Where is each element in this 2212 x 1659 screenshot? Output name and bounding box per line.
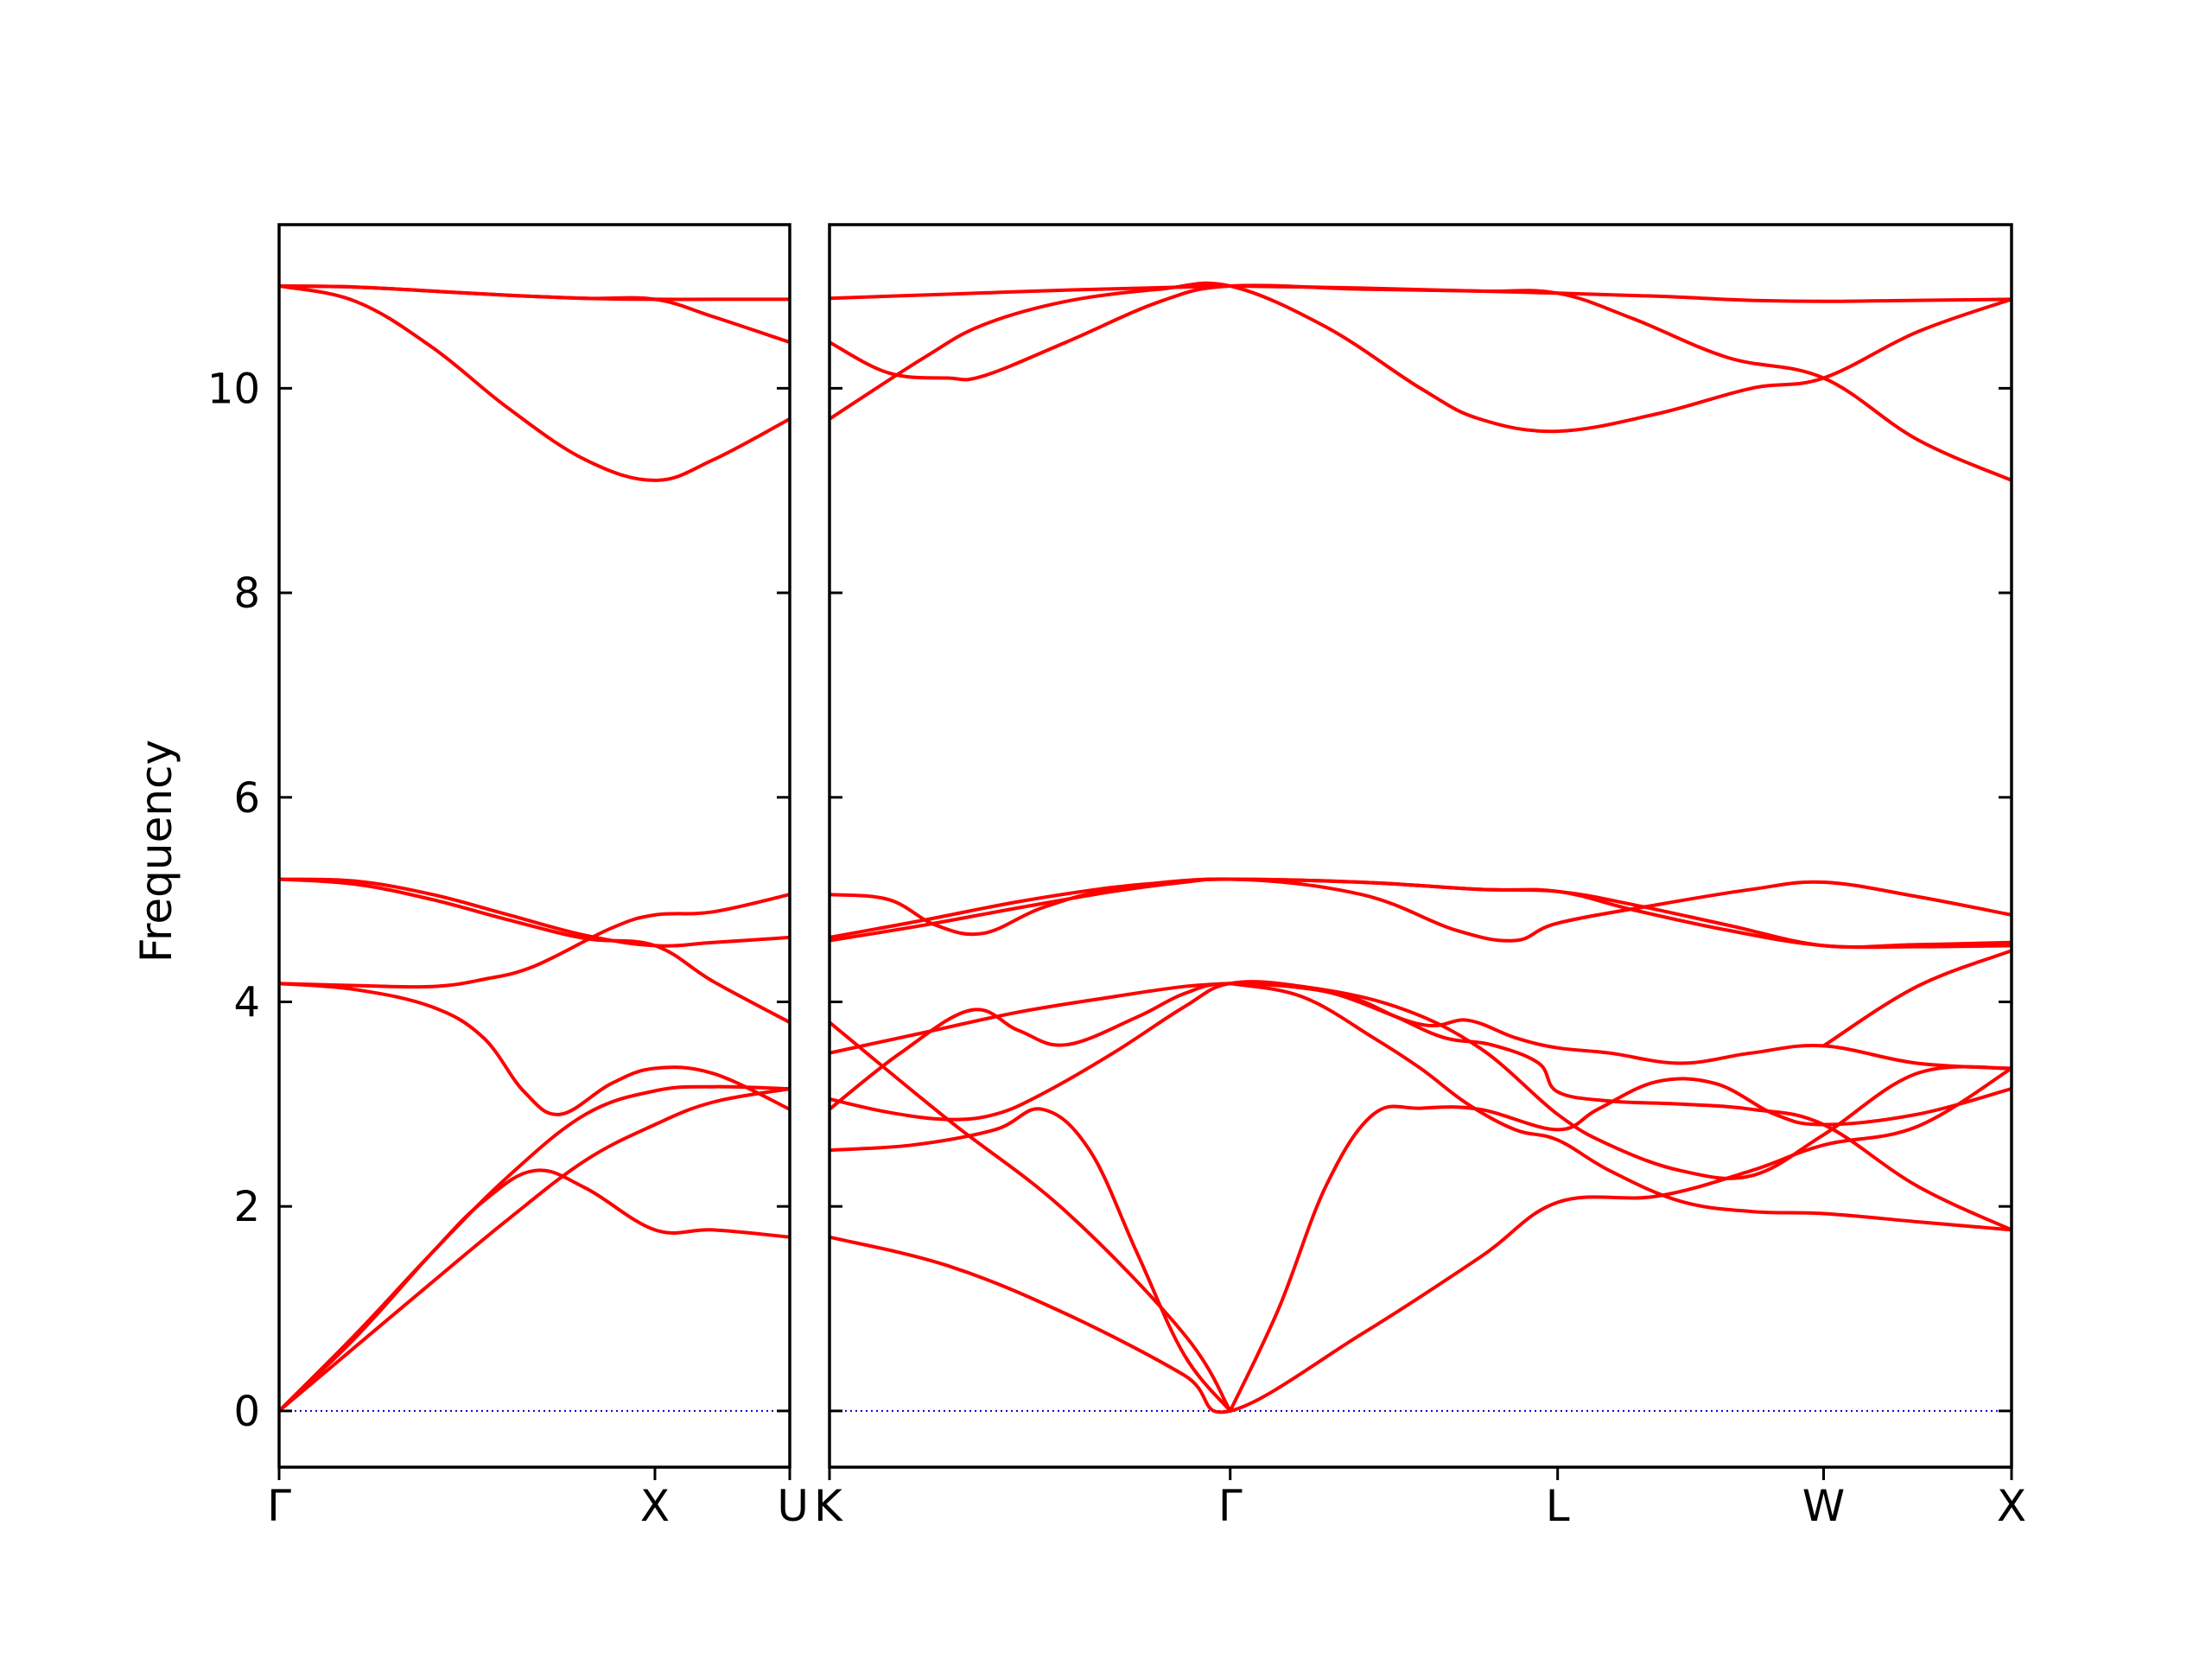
phonon-band-line [830, 982, 1232, 1055]
y-tick-label: 4 [233, 978, 260, 1027]
phonon-band-line [279, 1087, 790, 1413]
axes-frame [277, 223, 791, 1469]
phonon-band-line [1228, 982, 2012, 1232]
phonon-band-line [279, 893, 790, 989]
x-tick-label: X [640, 1481, 670, 1531]
phonon-band-line [830, 281, 2012, 434]
y-tick-label: 10 [207, 365, 260, 413]
phonon-band-line [1821, 949, 2012, 1048]
phonon-band-line [279, 284, 790, 482]
x-tick-label: L [1546, 1481, 1570, 1531]
x-tick-label: Γ [267, 1481, 291, 1531]
x-tick-label: Γ [1218, 1481, 1243, 1531]
y-tick-label: 2 [233, 1183, 260, 1231]
phonon-band-line [279, 284, 790, 345]
phonon-band-line [830, 283, 2012, 303]
x-tick-label: K [814, 1481, 843, 1531]
y-tick-label: 6 [233, 774, 260, 823]
axes-frame [828, 223, 2013, 1469]
x-tick-label: X [1997, 1481, 2026, 1531]
y-tick-label: 8 [233, 569, 260, 618]
phonon-band-line [830, 1020, 1232, 1413]
phonon-band-line [1228, 1077, 2012, 1413]
phonon-band-line [279, 1168, 790, 1413]
phonon-band-line [830, 877, 2012, 950]
phonon-band-line [279, 877, 790, 1025]
phonon-band-line [279, 1084, 790, 1413]
bands-group [830, 281, 2012, 1414]
phonon-band-line [1228, 982, 2012, 1232]
y-tick-label: 0 [233, 1388, 260, 1436]
phonon-band-line [830, 877, 2012, 943]
x-tick-label: U [777, 1481, 809, 1531]
phonon-band-line [830, 982, 2012, 1111]
phonon-band-line [830, 877, 2012, 950]
bands-group [279, 284, 790, 1413]
phonon-band-line [830, 980, 2012, 1180]
left-panel: 0 2 4 6 8 10 Γ X U [207, 223, 809, 1531]
phonon-band-line [830, 1066, 2012, 1414]
y-axis-label: Frequency [131, 740, 181, 963]
phonon-band-line [279, 877, 790, 948]
phonon-band-line [279, 982, 790, 1116]
x-tick-label: W [1802, 1481, 1845, 1531]
phonon-band-line [830, 1107, 1232, 1413]
